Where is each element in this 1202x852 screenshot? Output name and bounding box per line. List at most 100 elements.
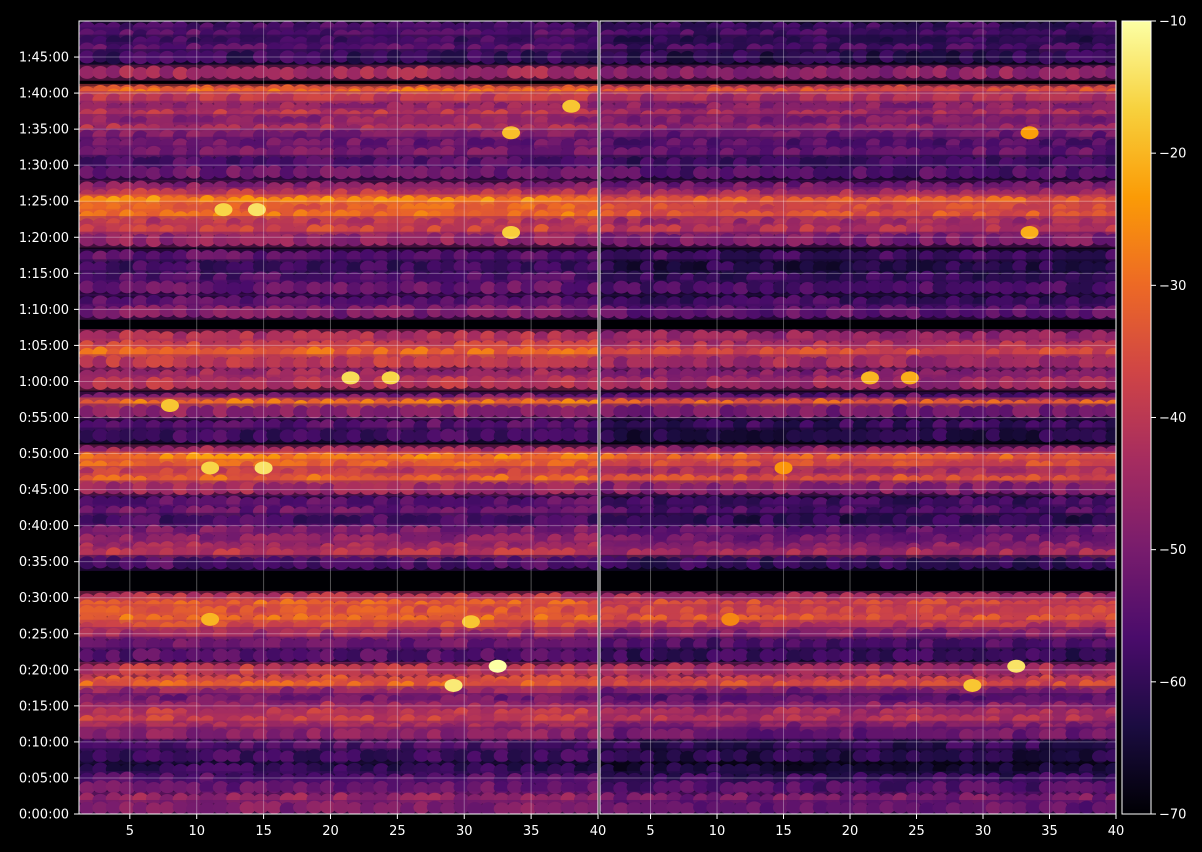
- heatmap-cell: [119, 648, 136, 662]
- heatmap-cell: [212, 304, 229, 318]
- heatmap-cell: [493, 780, 510, 794]
- heatmap-cell: [507, 405, 524, 419]
- heatmap-cell: [145, 405, 162, 419]
- heatmap-cell: [426, 375, 443, 389]
- heatmap-cell: [587, 780, 598, 794]
- heatmap-cell: [132, 233, 149, 247]
- heatmap-cell: [119, 801, 136, 814]
- heatmap-cell: [905, 281, 922, 295]
- heatmap-cell: [333, 781, 350, 795]
- heatmap-cell: [293, 728, 310, 742]
- heatmap-cell: [293, 637, 310, 651]
- heatmap-cell: [239, 750, 256, 764]
- heatmap-cell: [145, 51, 162, 65]
- heatmap-cell: [719, 281, 736, 295]
- heatmap-cell: [533, 648, 550, 662]
- heatmap-cell: [1105, 249, 1116, 263]
- heatmap-cell: [186, 281, 203, 295]
- heatmap-cell: [199, 305, 216, 319]
- heatmap-cell: [520, 356, 537, 370]
- heatmap-cell: [413, 404, 430, 418]
- heatmap-cell: [333, 482, 350, 496]
- heatmap-cell: [172, 356, 189, 370]
- heatmap-cell: [533, 663, 550, 677]
- heatmap-cell: [693, 356, 710, 370]
- heatmap-cell: [466, 165, 483, 179]
- heatmap-cell: [879, 280, 896, 294]
- heatmap-cell: [587, 376, 598, 390]
- heatmap-cell: [573, 637, 590, 651]
- heatmap-cell: [533, 749, 550, 763]
- heatmap-cell: [826, 280, 843, 294]
- heatmap-cell: [333, 305, 350, 319]
- heatmap-cell: [132, 648, 149, 662]
- heatmap-cell: [480, 404, 497, 418]
- heatmap-cell: [359, 728, 376, 742]
- heatmap-cell: [319, 233, 336, 247]
- heatmap-cell: [440, 637, 457, 651]
- heatmap-cell: [945, 166, 962, 180]
- heatmap-cell: [386, 801, 403, 814]
- heatmap-cell: [252, 663, 269, 677]
- heatmap-cell: [279, 555, 296, 569]
- heatmap-cell: [279, 728, 296, 742]
- heatmap-cell: [879, 49, 896, 63]
- heatmap-cell: [172, 482, 189, 496]
- heatmap-cell: [453, 166, 470, 180]
- heatmap-cell: [998, 355, 1015, 369]
- heatmap-cell: [333, 637, 350, 651]
- heatmap-cell: [480, 428, 497, 442]
- heatmap-cell: [905, 249, 922, 263]
- heatmap-cell: [719, 166, 736, 180]
- right-heatmap-panel: [599, 20, 1117, 815]
- heatmap-cell: [587, 166, 598, 180]
- heatmap-cell: [159, 165, 176, 179]
- heatmap-cell: [1105, 50, 1116, 64]
- heatmap-cell: [293, 801, 310, 814]
- heatmap-cell: [892, 280, 909, 294]
- heatmap-cell: [119, 728, 136, 742]
- heatmap-cell: [587, 513, 598, 527]
- heatmap-cell: [132, 67, 149, 81]
- heatmap-cell: [959, 405, 976, 419]
- heatmap-cell: [333, 166, 350, 180]
- heatmap-cell: [199, 428, 216, 442]
- heatmap-cell: [319, 375, 336, 389]
- heatmap-cell: [507, 65, 524, 79]
- heatmap-cell: [573, 51, 590, 65]
- heatmap-cell: [600, 376, 616, 390]
- heatmap-cell: [972, 165, 989, 179]
- heatmap-cell: [386, 356, 403, 370]
- heatmap-cell: [693, 65, 710, 79]
- heatmap-cell: [1078, 233, 1095, 247]
- heatmap-cell: [1052, 164, 1069, 178]
- heatmap-cell: [706, 282, 723, 296]
- heatmap-cell: [826, 306, 843, 320]
- heatmap-cell: [493, 555, 510, 569]
- heatmap-cell: [346, 356, 363, 370]
- heatmap-cell: [306, 51, 323, 65]
- heatmap-cell: [919, 405, 936, 419]
- heatmap-cell: [359, 281, 376, 295]
- heatmap-cell: [426, 304, 443, 318]
- heatmap-cell: [413, 649, 430, 663]
- heatmap-cell: [373, 748, 390, 762]
- heatmap-cell: [560, 781, 577, 795]
- heatmap-cell: [480, 356, 497, 370]
- heatmap-cell: [293, 556, 310, 570]
- heatmap-cell: [226, 802, 243, 814]
- heatmap-cell: [226, 282, 243, 296]
- heatmap-cell: [92, 404, 109, 418]
- heatmap-cell: [386, 663, 403, 677]
- heatmap-cell: [386, 259, 403, 273]
- heatmap-cell: [547, 280, 564, 294]
- heatmap-cell: [199, 50, 216, 64]
- heatmap-cell: [732, 404, 749, 418]
- heatmap-cell: [839, 50, 856, 64]
- heatmap-cell: [145, 648, 162, 662]
- heatmap-cell: [159, 649, 176, 663]
- heatmap-cell: [373, 165, 390, 179]
- heatmap-cell: [466, 728, 483, 742]
- heatmap-cell: [613, 376, 630, 390]
- heatmap-cell: [666, 377, 683, 391]
